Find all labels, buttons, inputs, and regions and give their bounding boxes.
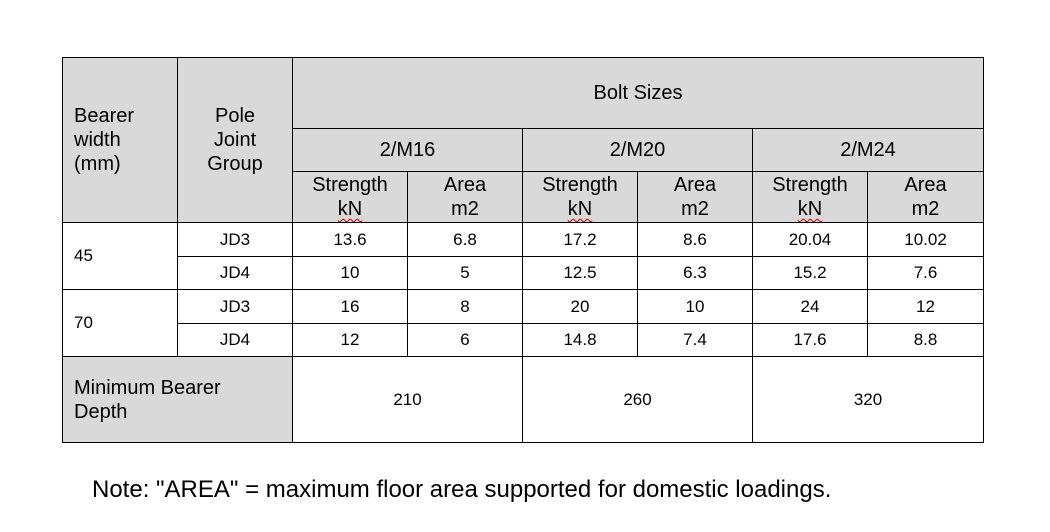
bearer-width-cell: 70	[62, 289, 178, 357]
value-cell: 6.8	[407, 222, 523, 257]
value-cell: 8.6	[637, 222, 753, 257]
min-depth-m24: 320	[751, 356, 985, 443]
table-row: 70 JD3 16 8 20 10 24 12	[62, 289, 985, 357]
value-cell: 24	[752, 289, 868, 324]
value-cell: 12	[866, 289, 985, 324]
value-cell: 15.2	[752, 256, 868, 290]
strength-header: Strength kN	[522, 171, 638, 223]
value-cell: 10	[292, 256, 408, 290]
joint-group-cell: JD4	[177, 323, 293, 357]
strength-header: Strength kN	[292, 171, 408, 223]
bolt-sizes-table: Bearer width (mm) Pole Joint Group Bolt …	[62, 57, 985, 443]
value-cell: 13.6	[292, 222, 408, 257]
pole-joint-group-header: Pole Joint Group	[177, 57, 293, 223]
min-bearer-depth-label: Minimum Bearer Depth	[62, 356, 293, 443]
area-note: Note: "AREA" = maximum floor area suppor…	[92, 476, 832, 503]
joint-group-cell: JD3	[177, 222, 293, 257]
area-header: Area m2	[866, 171, 985, 223]
table-row: 45 JD3 13.6 6.8 17.2 8.6 20.04 10.02	[62, 222, 985, 290]
value-cell: 7.4	[637, 323, 753, 357]
value-cell: 8.8	[866, 323, 985, 357]
area-header: Area m2	[407, 171, 523, 223]
value-cell: 12.5	[522, 256, 638, 290]
bolt-m20-header: 2/M20	[522, 128, 753, 172]
value-cell: 10	[637, 289, 753, 324]
bearer-width-header: Bearer width (mm)	[62, 57, 178, 223]
min-depth-m16: 210	[292, 356, 523, 443]
bolt-m24-header: 2/M24	[751, 128, 985, 172]
value-cell: 17.2	[522, 222, 638, 257]
area-header: Area m2	[637, 171, 753, 223]
value-cell: 5	[407, 256, 523, 290]
bolt-sizes-header: Bolt Sizes	[291, 57, 985, 129]
joint-group-cell: JD3	[177, 289, 293, 324]
value-cell: 20.04	[752, 222, 868, 257]
joint-group-cell: JD4	[177, 256, 293, 290]
bolt-m16-header: 2/M16	[292, 128, 523, 172]
value-cell: 6	[407, 323, 523, 357]
value-cell: 20	[522, 289, 638, 324]
min-depth-m20: 260	[522, 356, 753, 443]
bearer-width-cell: 45	[62, 222, 178, 290]
value-cell: 14.8	[522, 323, 638, 357]
strength-header: Strength kN	[752, 171, 868, 223]
value-cell: 7.6	[866, 256, 985, 290]
value-cell: 16	[292, 289, 408, 324]
table-row: JD4 12 6 14.8 7.4 17.6 8.8	[63, 323, 985, 357]
value-cell: 17.6	[752, 323, 868, 357]
value-cell: 6.3	[637, 256, 753, 290]
table-row: JD4 10 5 12.5 6.3 15.2 7.6	[63, 256, 985, 290]
value-cell: 12	[292, 323, 408, 357]
value-cell: 8	[407, 289, 523, 324]
value-cell: 10.02	[866, 222, 985, 257]
min-depth-row: Minimum Bearer Depth 210 260 320	[62, 356, 985, 443]
